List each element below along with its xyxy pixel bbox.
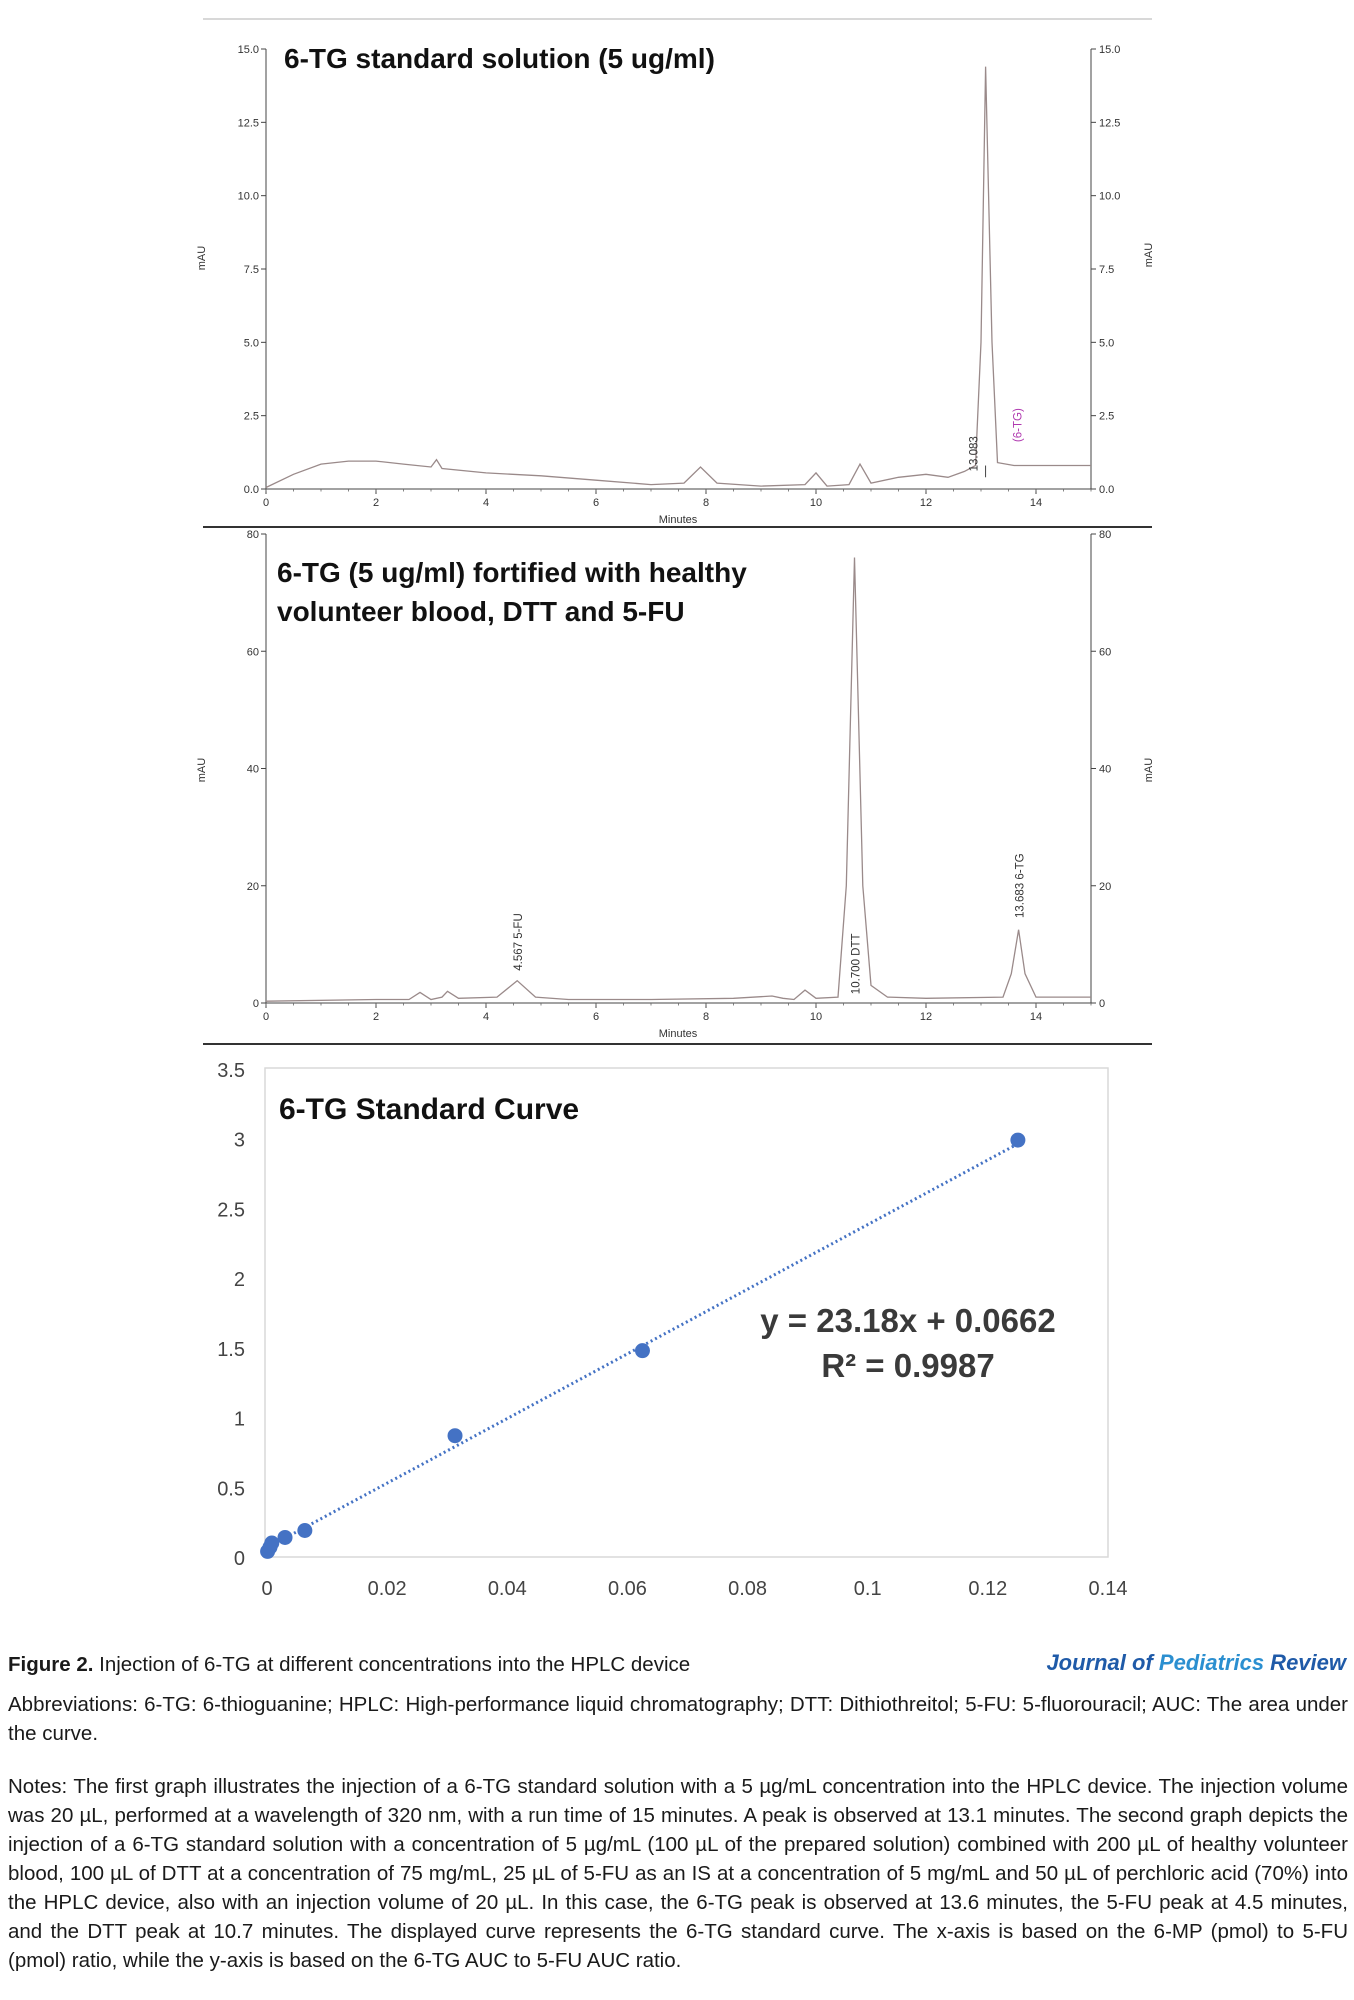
peak-label: 13.683 6-TG bbox=[1015, 853, 1027, 918]
data-point bbox=[297, 1523, 313, 1539]
y-tick-label: 3.5 bbox=[217, 1060, 245, 1082]
x-tick-label: 6 bbox=[593, 1011, 599, 1023]
y-tick-label-right: 40 bbox=[1099, 764, 1111, 776]
peak-label: 4.567 5-FU bbox=[513, 913, 525, 971]
x-tick-label: 14 bbox=[1030, 1011, 1042, 1023]
x-tick-label: 0.14 bbox=[1089, 1578, 1128, 1600]
x-tick-label: 8 bbox=[703, 497, 709, 509]
y-axis-label: mAU bbox=[196, 246, 208, 271]
y-tick-label: 12.5 bbox=[238, 117, 259, 129]
x-tick-label: 0.08 bbox=[728, 1578, 767, 1600]
r-squared: R² = 0.9987 bbox=[821, 1347, 994, 1384]
journal-name-part: Review bbox=[1264, 1650, 1346, 1675]
x-tick-label: 0 bbox=[261, 1578, 272, 1600]
y-tick-label: 5.0 bbox=[244, 337, 259, 349]
y-tick-label: 0 bbox=[253, 998, 259, 1010]
x-tick-label: 2 bbox=[373, 497, 379, 509]
y-tick-label: 60 bbox=[247, 646, 259, 658]
chromatogram-blood-panel: 6-TG (5 ug/ml) fortified with healthy vo… bbox=[196, 529, 1155, 1040]
panel-title: 6-TG standard solution (5 ug/ml) bbox=[284, 43, 715, 74]
y-tick-label: 1.5 bbox=[217, 1339, 245, 1361]
panel-title-line1: 6-TG (5 ug/ml) fortified with healthy bbox=[277, 557, 747, 588]
x-tick-label: 14 bbox=[1030, 497, 1042, 509]
y-tick-label: 2.5 bbox=[217, 1199, 245, 1221]
x-tick-label: 0.04 bbox=[488, 1578, 527, 1600]
notes-text: Notes: The first graph illustrates the i… bbox=[8, 1775, 1348, 1972]
y-axis-label-right: mAU bbox=[1143, 243, 1155, 268]
x-tick-label: 0.12 bbox=[968, 1578, 1007, 1600]
trendline-equation: y = 23.18x + 0.0662 bbox=[760, 1302, 1055, 1339]
y-tick-label: 3 bbox=[234, 1130, 245, 1152]
y-tick-label-right: 80 bbox=[1099, 529, 1111, 541]
plot-frame bbox=[264, 1067, 1109, 1558]
data-point bbox=[447, 1428, 463, 1444]
y-tick-label-right: 5.0 bbox=[1099, 337, 1114, 349]
y-tick-label: 2.5 bbox=[244, 411, 259, 423]
abbreviations-text: Abbreviations: 6-TG: 6-thioguanine; HPLC… bbox=[8, 1693, 1348, 1745]
y-tick-label-right: 10.0 bbox=[1099, 191, 1120, 203]
y-axis-label-right: mAU bbox=[1143, 758, 1155, 783]
peak-label-retention: 13.083 bbox=[969, 436, 981, 471]
x-tick-label: 0.02 bbox=[368, 1578, 407, 1600]
peak-label-compound: (6-TG) bbox=[1013, 408, 1025, 442]
x-tick-label: 0 bbox=[263, 497, 269, 509]
chromatogram-trace bbox=[265, 557, 1091, 1002]
y-tick-label: 2 bbox=[234, 1269, 245, 1291]
y-tick-label-right: 2.5 bbox=[1099, 411, 1114, 423]
y-tick-label: 10.0 bbox=[238, 191, 259, 203]
y-tick-label: 80 bbox=[247, 529, 259, 541]
journal-name-part: Journal of bbox=[1046, 1650, 1153, 1675]
y-tick-label-right: 0.0 bbox=[1099, 484, 1114, 496]
y-tick-label-right: 20 bbox=[1099, 881, 1111, 893]
y-tick-label: 20 bbox=[247, 881, 259, 893]
x-tick-label: 6 bbox=[593, 497, 599, 509]
y-tick-label-right: 0 bbox=[1099, 998, 1105, 1010]
y-tick-label-right: 60 bbox=[1099, 646, 1111, 658]
standard-curve-panel: 6-TG Standard Curve y = 23.18x + 0.0662 … bbox=[217, 1060, 1127, 1600]
x-axis-label: Minutes bbox=[659, 514, 698, 526]
y-tick-label-right: 12.5 bbox=[1099, 117, 1120, 129]
journal-name-part: Pediatrics bbox=[1152, 1650, 1265, 1675]
panel-title-line2: volunteer blood, DTT and 5-FU bbox=[277, 596, 685, 627]
figure-caption-title: Figure 2. Injection of 6-TG at different… bbox=[8, 1650, 1348, 1679]
data-point bbox=[277, 1529, 293, 1545]
x-tick-label: 4 bbox=[483, 1011, 489, 1023]
x-tick-label: 0.1 bbox=[854, 1578, 882, 1600]
y-tick-label: 40 bbox=[247, 764, 259, 776]
x-tick-label: 12 bbox=[920, 497, 932, 509]
journal-name: Journal of Pediatrics Review bbox=[1046, 1650, 1346, 1676]
y-tick-label-right: 7.5 bbox=[1099, 264, 1114, 276]
y-tick-label: 15.0 bbox=[238, 44, 259, 56]
data-point bbox=[264, 1535, 280, 1551]
figure-label: Figure 2. bbox=[8, 1653, 94, 1676]
y-tick-label: 7.5 bbox=[244, 264, 259, 276]
y-tick-label: 0.5 bbox=[217, 1478, 245, 1500]
y-axis-label: mAU bbox=[196, 758, 208, 783]
x-tick-label: 0 bbox=[263, 1011, 269, 1023]
x-tick-label: 0.06 bbox=[608, 1578, 647, 1600]
x-axis-label: Minutes bbox=[659, 1028, 698, 1040]
x-tick-label: 10 bbox=[810, 497, 822, 509]
data-point bbox=[1010, 1132, 1026, 1148]
x-tick-label: 8 bbox=[703, 1011, 709, 1023]
y-tick-label: 0.0 bbox=[244, 484, 259, 496]
x-tick-label: 2 bbox=[373, 1011, 379, 1023]
y-tick-label: 1 bbox=[234, 1409, 245, 1431]
figure-canvas: 6-TG standard solution (5 ug/ml) mAU mAU… bbox=[196, 18, 1155, 1600]
y-tick-label: 0 bbox=[234, 1548, 245, 1570]
x-tick-label: 10 bbox=[810, 1011, 822, 1023]
data-point bbox=[634, 1343, 650, 1359]
y-tick-label-right: 15.0 bbox=[1099, 44, 1120, 56]
peak-label: 10.700 DTT bbox=[851, 933, 863, 994]
x-tick-label: 12 bbox=[920, 1011, 932, 1023]
x-tick-label: 4 bbox=[483, 497, 489, 509]
panel-title: 6-TG Standard Curve bbox=[279, 1093, 579, 1126]
figure-title: Injection of 6-TG at different concentra… bbox=[93, 1653, 691, 1676]
chromatogram-standard-panel: 6-TG standard solution (5 ug/ml) mAU mAU… bbox=[196, 43, 1155, 526]
chromatogram-trace bbox=[265, 66, 1091, 489]
